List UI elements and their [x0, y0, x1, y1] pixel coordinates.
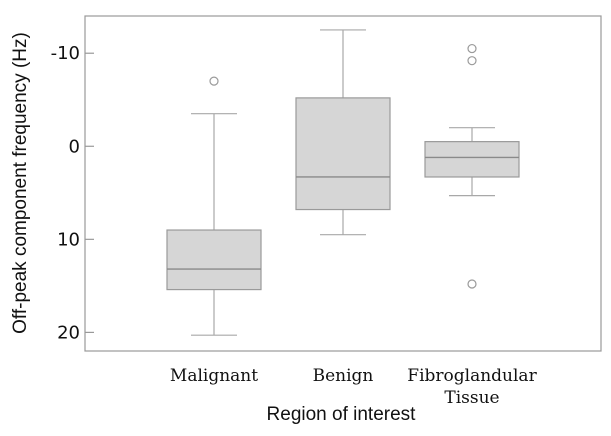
y-tick-label: 10 — [57, 229, 80, 250]
iqr-box — [166, 229, 262, 291]
outlier-point — [209, 76, 219, 86]
y-tick-label: 0 — [69, 136, 80, 157]
iqr-box — [295, 97, 391, 211]
boxes-layer — [166, 29, 520, 336]
y-axis: -10 0 10 20 — [51, 43, 94, 343]
outlier-point — [467, 279, 477, 289]
iqr-box — [424, 141, 520, 178]
box-group — [295, 29, 391, 236]
box-group — [424, 43, 520, 289]
y-tick-label: 20 — [57, 322, 80, 343]
outlier-point — [467, 43, 477, 54]
outlier-point — [467, 56, 477, 66]
x-category-label: Tissue — [444, 388, 499, 408]
y-tick-label: -10 — [51, 43, 80, 64]
x-category-label: Fibroglandular — [407, 366, 537, 386]
plot-frame — [84, 15, 602, 352]
box-group — [166, 76, 262, 336]
x-axis-title: Region of interest — [267, 404, 417, 425]
x-category-label: Malignant — [170, 366, 258, 386]
y-axis-title: Off-peak component frequency (Hz) — [10, 32, 31, 334]
x-category-label: Benign — [313, 366, 374, 386]
